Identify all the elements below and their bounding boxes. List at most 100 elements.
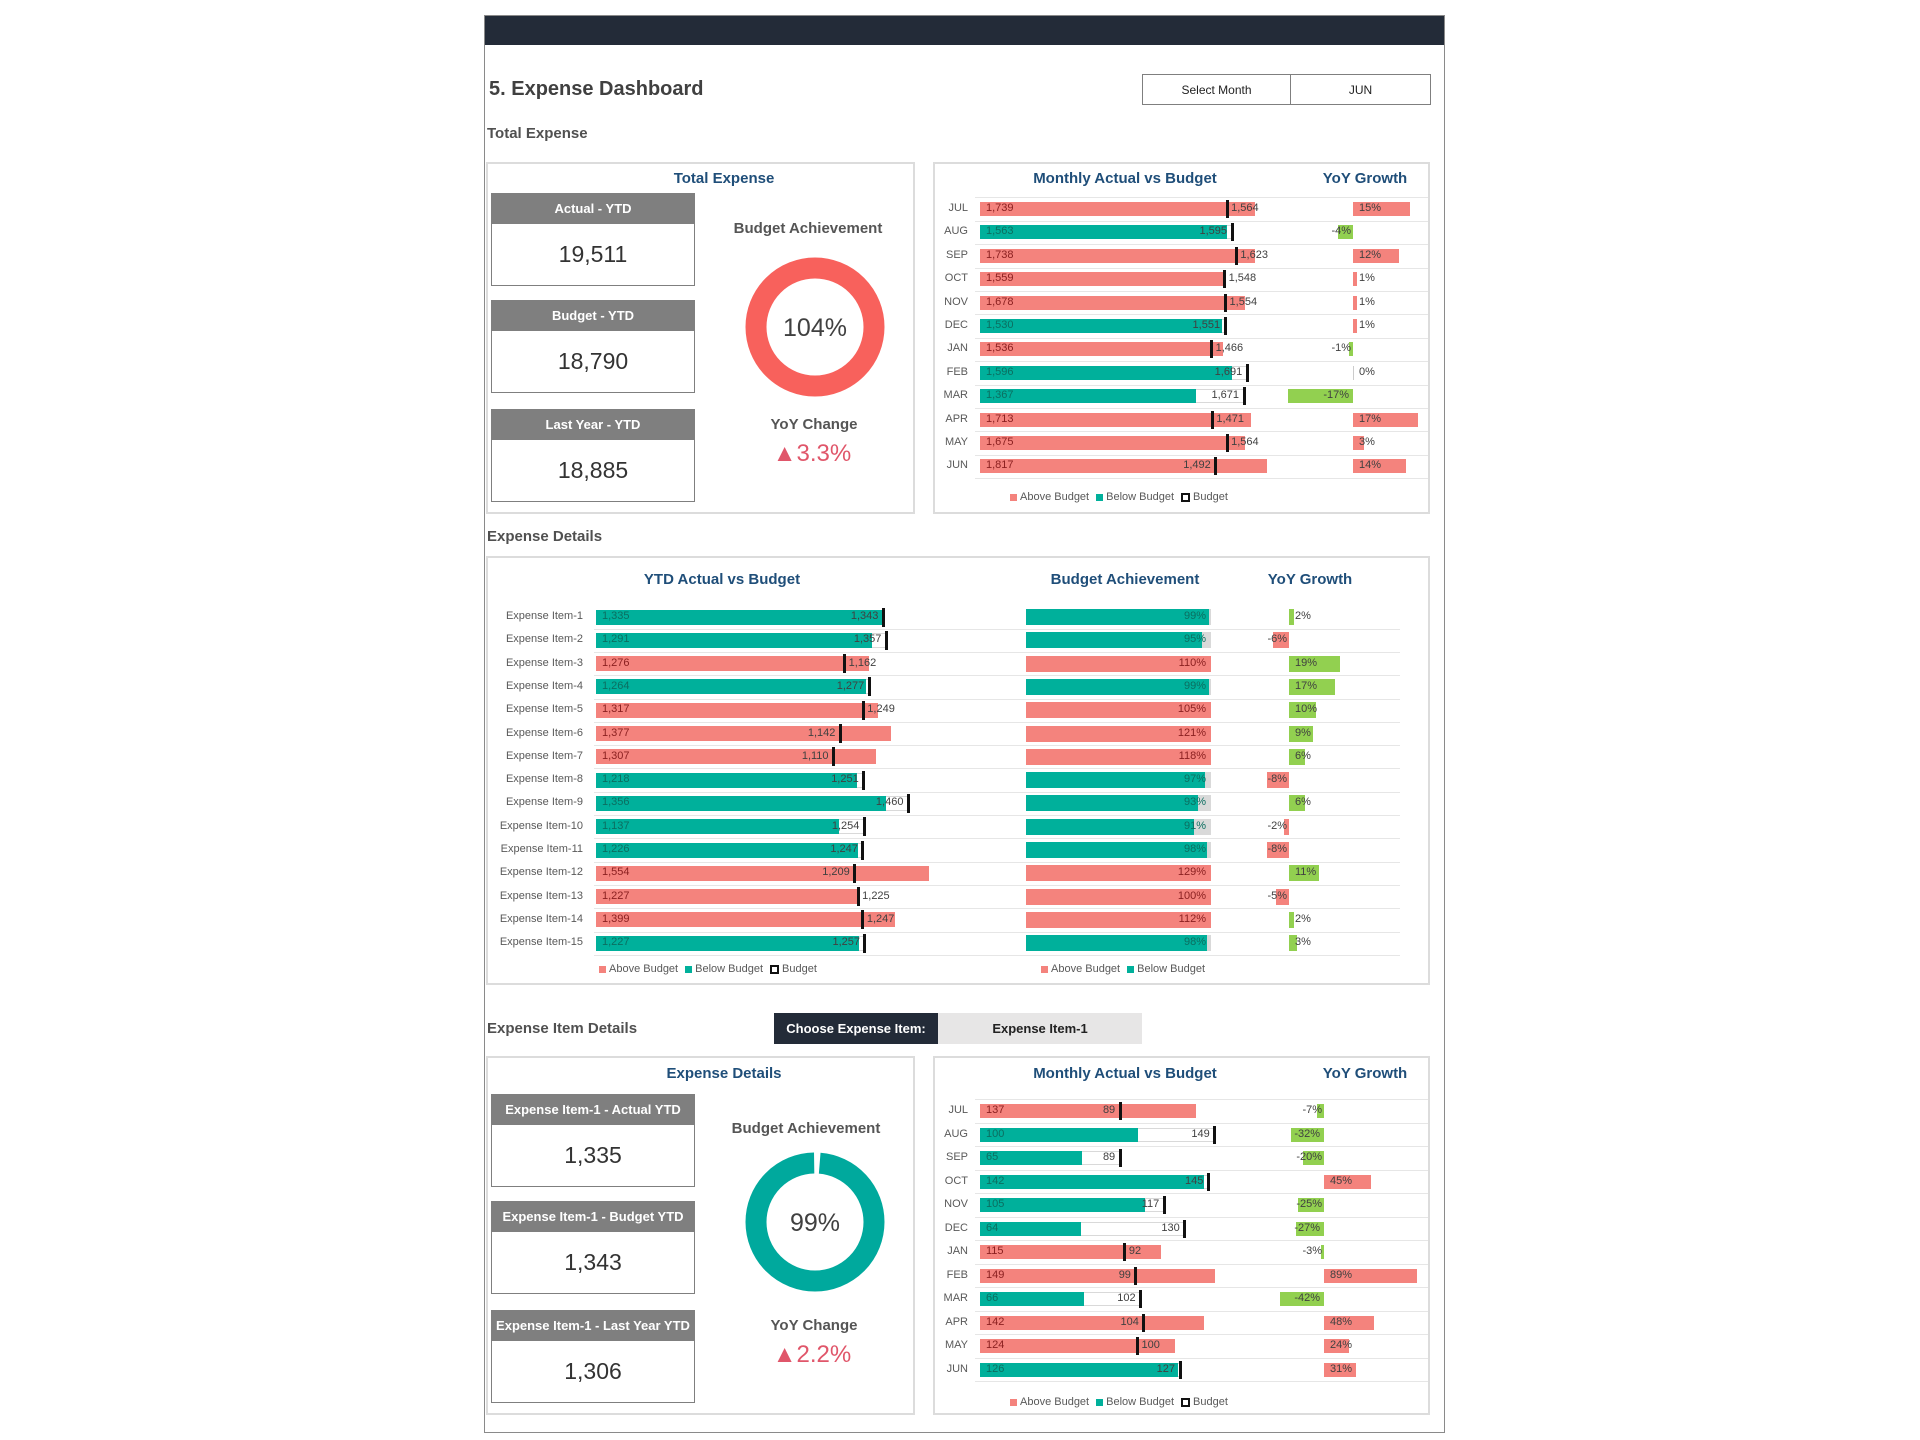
achievement-value: 100% [1177, 889, 1206, 902]
kpi-value: 1,306 [564, 1358, 622, 1384]
budget-value: 1,564 [1231, 202, 1259, 214]
expense-item-select[interactable]: Expense Item-1 [938, 1013, 1142, 1044]
actual-bar [980, 1174, 1204, 1189]
yoy-bar [1289, 702, 1316, 719]
chart-legend: Above Budget Below Budget Budget [599, 963, 821, 975]
yoy-bar [1324, 1268, 1417, 1283]
kpi-card: Expense Item-1 - Last Year YTD 1,306 [491, 1310, 695, 1403]
yoy-value: 89% [1330, 1268, 1353, 1281]
budget-marker [853, 863, 857, 883]
expense-item-label: Expense Item-11 [500, 843, 583, 855]
yoy-value: 2% [1295, 912, 1311, 925]
actual-value: 1,218 [602, 773, 630, 786]
month-label: MAR [943, 1292, 968, 1304]
budget-marker [1242, 387, 1246, 406]
budget-marker [1210, 340, 1214, 359]
budget-achievement-label: Budget Achievement [733, 220, 883, 237]
legend-swatch-below [685, 965, 693, 973]
grid-line [975, 1193, 1428, 1195]
kpi-card: Last Year - YTD 18,885 [491, 409, 695, 502]
grid-line [975, 1263, 1428, 1265]
actual-value: 124 [986, 1339, 1005, 1351]
dashboard-frame [484, 15, 1445, 1433]
budget-marker [867, 677, 871, 697]
grid-line [975, 1381, 1428, 1383]
grid-line [975, 407, 1428, 409]
legend-label: Below Budget [695, 963, 764, 975]
yoy-bar [1353, 365, 1354, 380]
legend-label: Above Budget [1020, 1396, 1090, 1408]
budget-value: 1,492 [1183, 459, 1211, 472]
expense-item-label: Expense Item-3 [505, 656, 583, 669]
achievement-value: 129% [1177, 866, 1206, 879]
grid-line [975, 431, 1428, 433]
budget-value: 1,277 [836, 679, 865, 692]
budget-achievement-donut: 104% [745, 257, 885, 397]
actual-bar [596, 772, 857, 788]
grid-line [975, 361, 1428, 363]
ytd-chart-title: YTD Actual vs Budget [643, 571, 801, 588]
grid-line [975, 1146, 1428, 1148]
header-bar [485, 16, 1444, 45]
donut-value-arc [745, 1152, 885, 1292]
month-label: JUN [946, 459, 968, 472]
yoy-bar [1320, 1245, 1324, 1259]
yoy-bar [1316, 1104, 1324, 1118]
kpi-value: 1,335 [564, 1142, 622, 1168]
achievement-bar [1026, 632, 1202, 649]
kpi-label: Last Year - YTD [492, 410, 694, 440]
month-select[interactable]: JUN [1290, 74, 1431, 105]
budget-value: 117 [1141, 1198, 1160, 1210]
monthly-chart-title: Monthly Actual vs Budget [1033, 170, 1217, 187]
actual-value: 1,291 [602, 633, 630, 646]
actual-bar [980, 1268, 1215, 1283]
actual-value: 115 [986, 1245, 1004, 1257]
item-budget-achievement-donut: 99% [745, 1152, 885, 1292]
yoy-value: -8% [1267, 843, 1287, 855]
legend-swatch-below [1127, 965, 1135, 973]
actual-value: 1,367 [986, 389, 1014, 402]
item-yoy-change-text: 2.2% [796, 1341, 852, 1368]
achievement-chart-title: Budget Achievement [1050, 571, 1200, 588]
actual-bar [980, 225, 1227, 240]
budget-value: 99 [1118, 1268, 1131, 1281]
yoy-value: 17% [1295, 679, 1318, 692]
achievement-bar [1026, 609, 1210, 625]
achievement-bar [1026, 655, 1211, 672]
budget-marker [1183, 1219, 1187, 1238]
actual-value: 1,377 [602, 726, 630, 739]
budget-marker [1223, 317, 1227, 335]
yoy-value: -17% [1323, 389, 1349, 402]
actual-value: 64 [986, 1221, 999, 1234]
page-title: 5. Expense Dashboard [489, 78, 704, 100]
actual-bar [596, 749, 876, 765]
legend-swatch-budget [1181, 492, 1191, 502]
actual-value: 1,739 [986, 202, 1014, 214]
budget-value: 1,671 [1211, 389, 1240, 402]
yoy-value: 48% [1330, 1315, 1353, 1328]
budget-marker [1136, 1337, 1139, 1355]
month-label: JAN [947, 342, 968, 355]
month-label: JAN [947, 1245, 968, 1257]
budget-marker [843, 654, 847, 674]
budget-marker [1206, 1172, 1210, 1191]
yoy-bar [1272, 632, 1289, 649]
actual-bar [980, 1104, 1196, 1118]
yoy-bar [1289, 935, 1298, 952]
actual-bar [980, 202, 1255, 216]
actual-value: 1,563 [986, 225, 1014, 238]
actual-value: 1,817 [986, 459, 1014, 472]
item-yoy-change-value: ▲2.2% [773, 1341, 851, 1369]
section-expense-details: Expense Details [487, 528, 603, 545]
achievement-value: 118% [1178, 749, 1206, 762]
yoy-bar [1303, 1151, 1324, 1165]
actual-bar [980, 412, 1251, 427]
grid-line [594, 651, 1400, 653]
yoy-value: 0% [1359, 365, 1375, 378]
actual-value: 100 [986, 1127, 1005, 1140]
actual-bar [596, 842, 859, 858]
budget-marker [862, 770, 866, 790]
budget-value: 100 [1141, 1339, 1160, 1351]
actual-value: 1,678 [986, 295, 1014, 308]
actual-value: 1,227 [602, 889, 630, 902]
